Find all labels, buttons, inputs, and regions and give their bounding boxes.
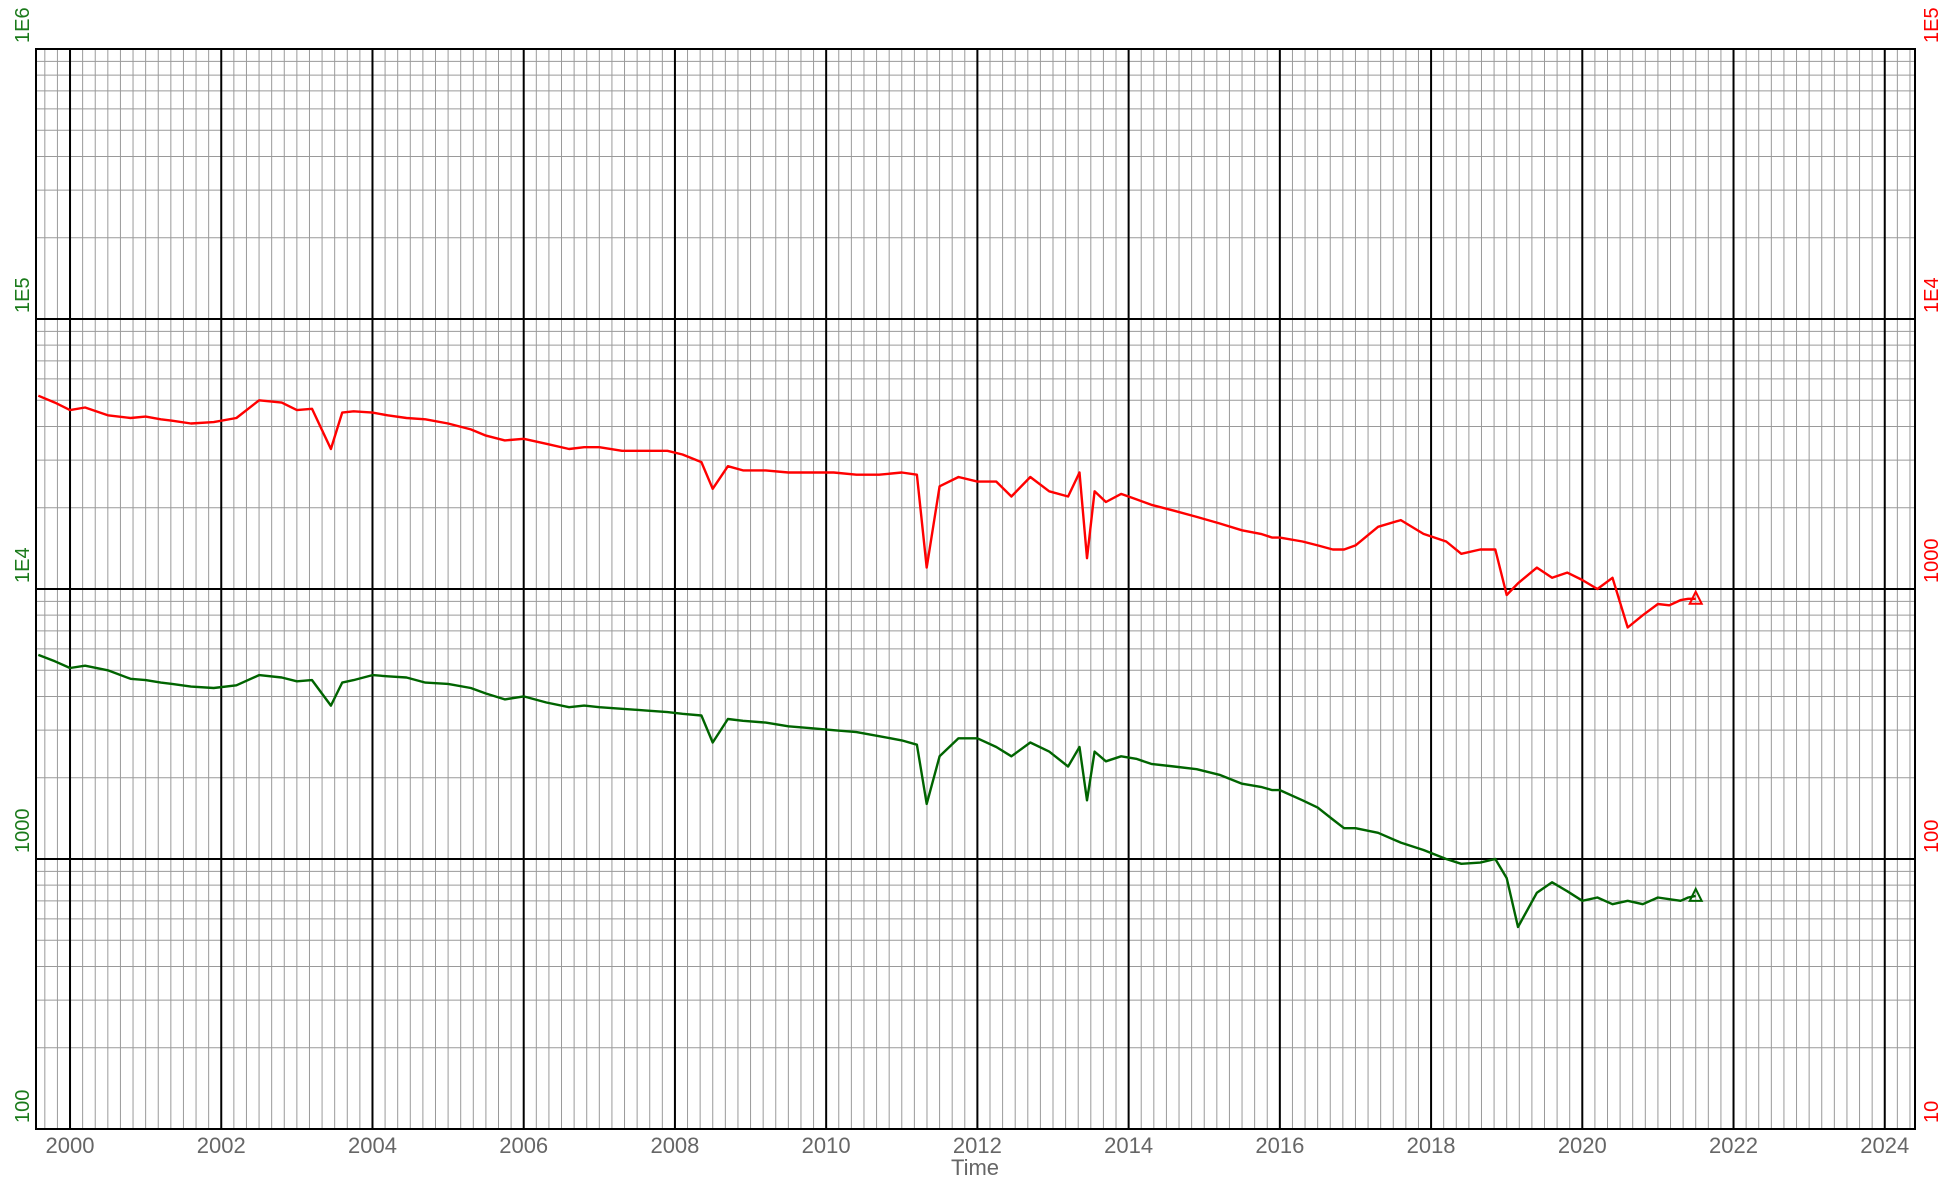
- plot-frame: [35, 48, 1916, 1130]
- left-axis-tick-label: 1E4: [12, 547, 34, 583]
- left-axis-ticks: 100 1000 1E4 1E5 1E6: [12, 7, 34, 1123]
- x-tick-label: 2006: [499, 1133, 548, 1158]
- x-tick-label: 2016: [1255, 1133, 1304, 1158]
- left-axis-series-end-marker: [1688, 886, 1704, 902]
- x-axis-label: Time: [951, 1155, 999, 1179]
- major-gridlines: [36, 48, 1915, 1130]
- left-axis-tick-label: 1E5: [12, 277, 34, 313]
- x-tick-label: 2014: [1104, 1133, 1153, 1158]
- right-axis-tick-label: 1E4: [1921, 277, 1943, 313]
- right-axis-tick-label: 100: [1921, 820, 1943, 853]
- right-axis-tick-label: 1000: [1921, 539, 1943, 584]
- x-axis-ticks: 2000 2002 2004 2006 2008 2010 2012 2014 2016 2018…: [46, 1133, 1910, 1158]
- right-axis-series-end-marker: [1688, 589, 1704, 605]
- x-tick-label: 2000: [46, 1133, 95, 1158]
- x-tick-label: 2022: [1709, 1133, 1758, 1158]
- right-axis-series-line: [37, 394, 1696, 629]
- left-axis-series-line: [37, 653, 1696, 929]
- x-tick-label: 2024: [1860, 1133, 1909, 1158]
- right-axis-tick-label: 10: [1921, 1101, 1943, 1123]
- x-tick-label: 2010: [802, 1133, 851, 1158]
- x-tick-label: 2020: [1558, 1133, 1607, 1158]
- x-tick-label: 2004: [348, 1133, 397, 1158]
- series-layer: [37, 394, 1704, 929]
- left-axis-tick-label: 1000: [12, 809, 34, 854]
- left-axis-tick-label: 100: [12, 1090, 34, 1123]
- right-axis-ticks: 10 100 1000 1E4 1E5: [1921, 7, 1943, 1123]
- left-axis-tick-label: 1E6: [12, 7, 34, 43]
- x-tick-label: 2008: [650, 1133, 699, 1158]
- right-axis-tick-label: 1E5: [1921, 7, 1943, 43]
- x-tick-label: 2018: [1407, 1133, 1456, 1158]
- x-tick-label: 2002: [197, 1133, 246, 1158]
- x-tick-label: 2012: [953, 1133, 1002, 1158]
